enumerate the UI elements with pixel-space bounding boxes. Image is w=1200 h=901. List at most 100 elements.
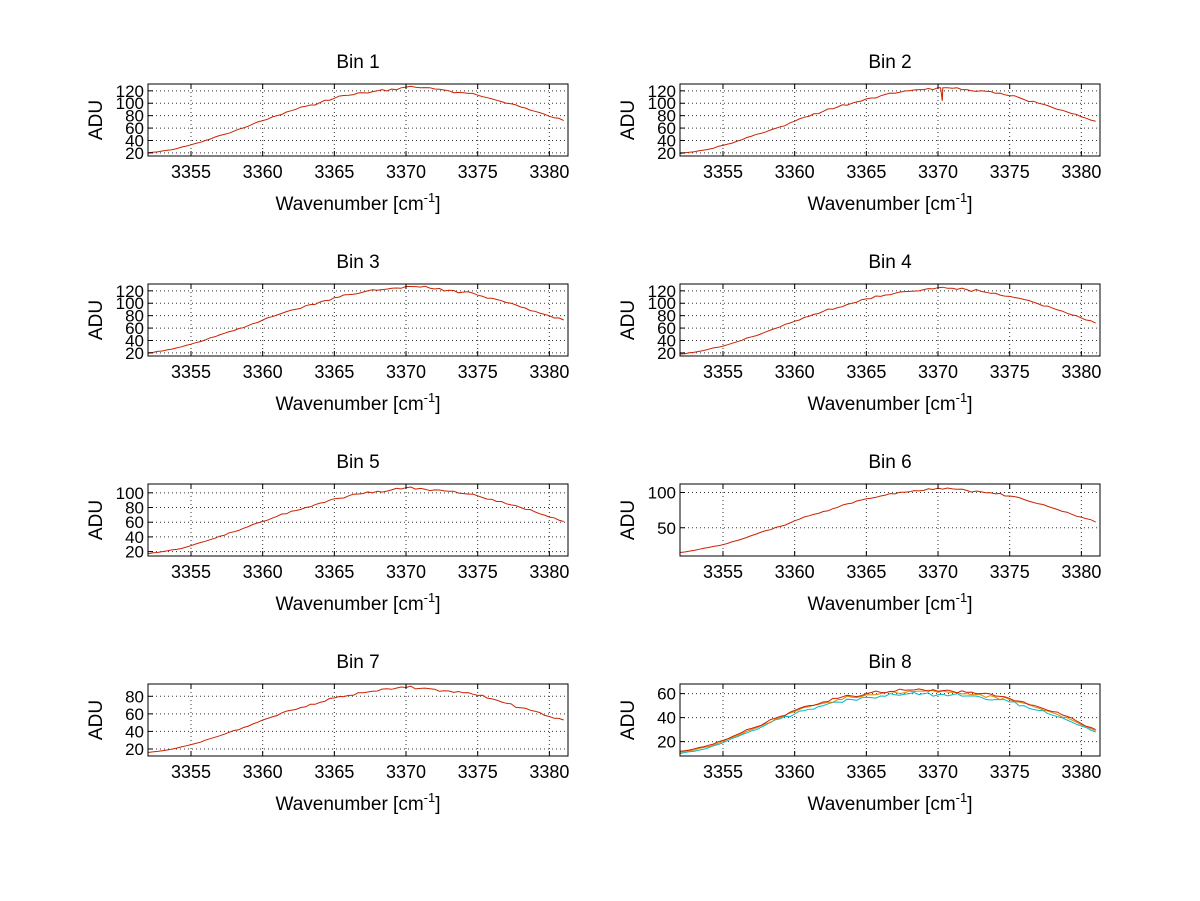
axes-box <box>147 83 569 157</box>
x-tick-label: 3360 <box>243 362 283 382</box>
y-axis-label: ADU <box>86 500 107 540</box>
x-tick-label: 3370 <box>386 362 426 382</box>
x-axis-label-suffix: ] <box>435 794 440 815</box>
axes-box <box>147 683 569 757</box>
series-spectrum-red <box>679 487 1096 553</box>
y-tick-label: 120 <box>116 282 144 301</box>
y-tick-label: 60 <box>125 705 144 724</box>
x-axis-label: Wavenumber [cm-1] <box>275 790 440 815</box>
x-tick-label: 3375 <box>990 762 1030 782</box>
y-tick-label: 40 <box>657 131 676 150</box>
y-axis-label: ADU <box>618 300 639 340</box>
x-tick-label: 3365 <box>846 362 886 382</box>
x-tick-label: 3380 <box>529 162 569 182</box>
x-axis-label-superscript: -1 <box>956 390 968 405</box>
x-tick-label: 3355 <box>171 562 211 582</box>
y-tick-label: 100 <box>116 294 144 313</box>
y-tick-label: 60 <box>657 119 676 138</box>
y-axis-label: ADU <box>618 500 639 540</box>
series-spectrum-red <box>679 87 1096 154</box>
chart-title: Bin 5 <box>336 452 379 473</box>
y-tick-label: 100 <box>648 94 676 113</box>
axes-box <box>147 283 569 357</box>
x-tick-label: 3360 <box>243 562 283 582</box>
y-axis-label: ADU <box>618 700 639 740</box>
series-spectrum-red <box>147 486 564 555</box>
y-tick-label: 100 <box>116 94 144 113</box>
y-tick-label: 80 <box>657 307 676 326</box>
x-tick-label: 3365 <box>314 562 354 582</box>
x-axis-label-main: Wavenumber [cm <box>807 794 955 815</box>
y-tick-label: 40 <box>125 331 144 350</box>
x-tick-label: 3380 <box>1061 362 1101 382</box>
y-tick-label: 20 <box>125 144 144 163</box>
subplot-bin-1: 3355 3360 3365 3370 3375 3380 20 40 60 80 100 120 Bi… <box>48 44 578 222</box>
x-tick-label: 3365 <box>314 162 354 182</box>
x-axis-label-suffix: ] <box>435 594 440 615</box>
x-tick-label: 3360 <box>775 362 815 382</box>
x-axis-label-suffix: ] <box>967 394 972 415</box>
x-tick-label: 3355 <box>703 762 743 782</box>
x-axis-label-suffix: ] <box>967 794 972 815</box>
x-tick-label: 3355 <box>703 562 743 582</box>
x-tick-label: 3375 <box>458 762 498 782</box>
y-tick-label: 20 <box>125 543 144 562</box>
x-tick-label: 3380 <box>1061 162 1101 182</box>
y-tick-label: 40 <box>657 709 676 728</box>
y-tick-label: 120 <box>648 82 676 101</box>
chart-title: Bin 4 <box>868 252 912 273</box>
chart-svg: 3355 3360 3365 3370 3375 3380 20 40 60 Bin 8 ADU Wa… <box>618 652 1101 815</box>
x-axis-label: Wavenumber [cm-1] <box>275 190 440 215</box>
x-axis-label-superscript: -1 <box>956 790 968 805</box>
axes-box <box>147 483 569 557</box>
chart-title: Bin 2 <box>868 52 911 73</box>
y-tick-label: 80 <box>657 107 676 126</box>
x-tick-label: 3365 <box>314 362 354 382</box>
y-tick-label: 100 <box>648 483 676 502</box>
y-tick-label: 40 <box>125 722 144 741</box>
subplot-bin-6: 3355 3360 3365 3370 3375 3380 50 100 Bin 6 ADU Wav… <box>580 444 1110 622</box>
x-axis-label-superscript: -1 <box>424 190 436 205</box>
x-tick-label: 3375 <box>458 162 498 182</box>
series-spectrum-red <box>679 286 1096 355</box>
x-tick-label: 3375 <box>990 562 1030 582</box>
x-axis-label-suffix: ] <box>967 194 972 215</box>
y-tick-label: 80 <box>125 107 144 126</box>
subplot-bin-4: 3355 3360 3365 3370 3375 3380 20 40 60 80 100 120 Bi… <box>580 244 1110 422</box>
axes-box <box>679 283 1101 357</box>
y-tick-label: 60 <box>125 319 144 338</box>
x-axis-label: Wavenumber [cm-1] <box>807 790 972 815</box>
chart-title: Bin 1 <box>336 52 379 73</box>
x-tick-label: 3370 <box>918 762 958 782</box>
series-spectrum-red <box>147 285 564 354</box>
x-tick-label: 3355 <box>703 362 743 382</box>
x-axis-label: Wavenumber [cm-1] <box>275 590 440 615</box>
x-axis-label-superscript: -1 <box>956 190 968 205</box>
x-tick-label: 3365 <box>314 762 354 782</box>
x-tick-label: 3360 <box>243 762 283 782</box>
y-tick-label: 60 <box>657 319 676 338</box>
y-tick-label: 20 <box>125 344 144 363</box>
series-spectrum-red <box>147 685 564 753</box>
subplot-bin-5: 3355 3360 3365 3370 3375 3380 20 40 60 80 100 Bin 5… <box>48 444 578 622</box>
subplot-bin-7: 3355 3360 3365 3370 3375 3380 20 40 60 80 Bin 7 ADU… <box>48 644 578 822</box>
x-tick-label: 3370 <box>386 562 426 582</box>
y-tick-label: 60 <box>657 685 676 704</box>
x-tick-label: 3370 <box>918 362 958 382</box>
axes-box <box>679 683 1101 757</box>
x-tick-label: 3365 <box>846 562 886 582</box>
x-axis-label: Wavenumber [cm-1] <box>807 390 972 415</box>
chart-svg: 3355 3360 3365 3370 3375 3380 50 100 Bin 6 ADU Wav… <box>618 452 1101 615</box>
x-tick-label: 3365 <box>846 162 886 182</box>
y-tick-label: 50 <box>657 519 676 538</box>
y-tick-label: 120 <box>116 82 144 101</box>
x-tick-label: 3365 <box>846 762 886 782</box>
y-tick-label: 40 <box>657 331 676 350</box>
y-tick-label: 20 <box>125 740 144 759</box>
x-tick-label: 3360 <box>243 162 283 182</box>
x-tick-label: 3380 <box>529 362 569 382</box>
x-tick-label: 3360 <box>775 562 815 582</box>
